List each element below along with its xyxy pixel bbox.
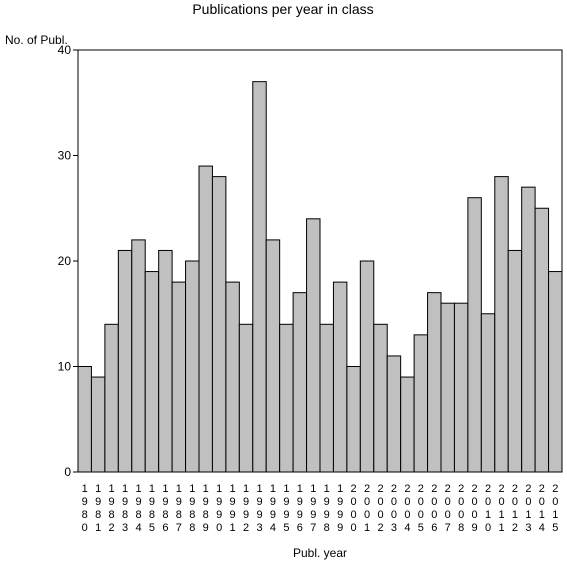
bar xyxy=(453,302,469,473)
bar xyxy=(158,249,173,473)
x-axis-label: Publ. year xyxy=(293,546,347,560)
bar xyxy=(386,355,402,473)
bar xyxy=(171,281,187,473)
bar xyxy=(413,334,429,473)
chart-title: Publications per year in class xyxy=(192,1,373,17)
bar xyxy=(400,376,415,473)
bar xyxy=(480,313,496,473)
bar xyxy=(306,218,321,473)
bar xyxy=(211,176,227,473)
y-axis: 0 10 20 30 40 xyxy=(58,43,78,479)
bar xyxy=(252,81,267,473)
bar xyxy=(117,249,133,473)
bar xyxy=(104,323,119,473)
bar-series xyxy=(77,81,563,473)
x-axis: 1 9 8 0 1 9 8 1 1 9 8 2 1 9 8 3 1 9 8 4 1 9 8 5 1 9 8 6 1 9 8 7 1 9 8 8 1 9 8 9… xyxy=(82,483,559,534)
bar xyxy=(225,281,240,473)
bar xyxy=(144,271,160,473)
bar xyxy=(198,165,213,473)
bar xyxy=(494,176,509,473)
bar xyxy=(90,376,106,473)
bar xyxy=(373,323,388,473)
y-tick-label: 20 xyxy=(58,254,72,268)
bar xyxy=(332,281,348,473)
y-tick-label: 0 xyxy=(64,465,71,479)
bar xyxy=(346,366,361,473)
bar xyxy=(507,249,523,473)
bar xyxy=(185,260,200,473)
bar xyxy=(292,292,308,473)
bar xyxy=(319,323,334,473)
bar xyxy=(265,239,281,473)
bar xyxy=(534,207,550,473)
y-tick-label: 10 xyxy=(58,360,72,374)
bar xyxy=(131,239,146,473)
bar xyxy=(359,260,375,473)
bar xyxy=(548,271,563,473)
bar xyxy=(427,292,442,473)
bar xyxy=(440,302,455,473)
bar xyxy=(467,197,482,473)
bar xyxy=(77,366,92,473)
bar xyxy=(521,186,536,473)
y-tick-label: 40 xyxy=(58,43,72,57)
bar xyxy=(238,323,254,473)
bar xyxy=(279,323,294,473)
y-axis-label: No. of Publ. xyxy=(5,33,68,47)
y-tick-label: 30 xyxy=(58,149,72,163)
